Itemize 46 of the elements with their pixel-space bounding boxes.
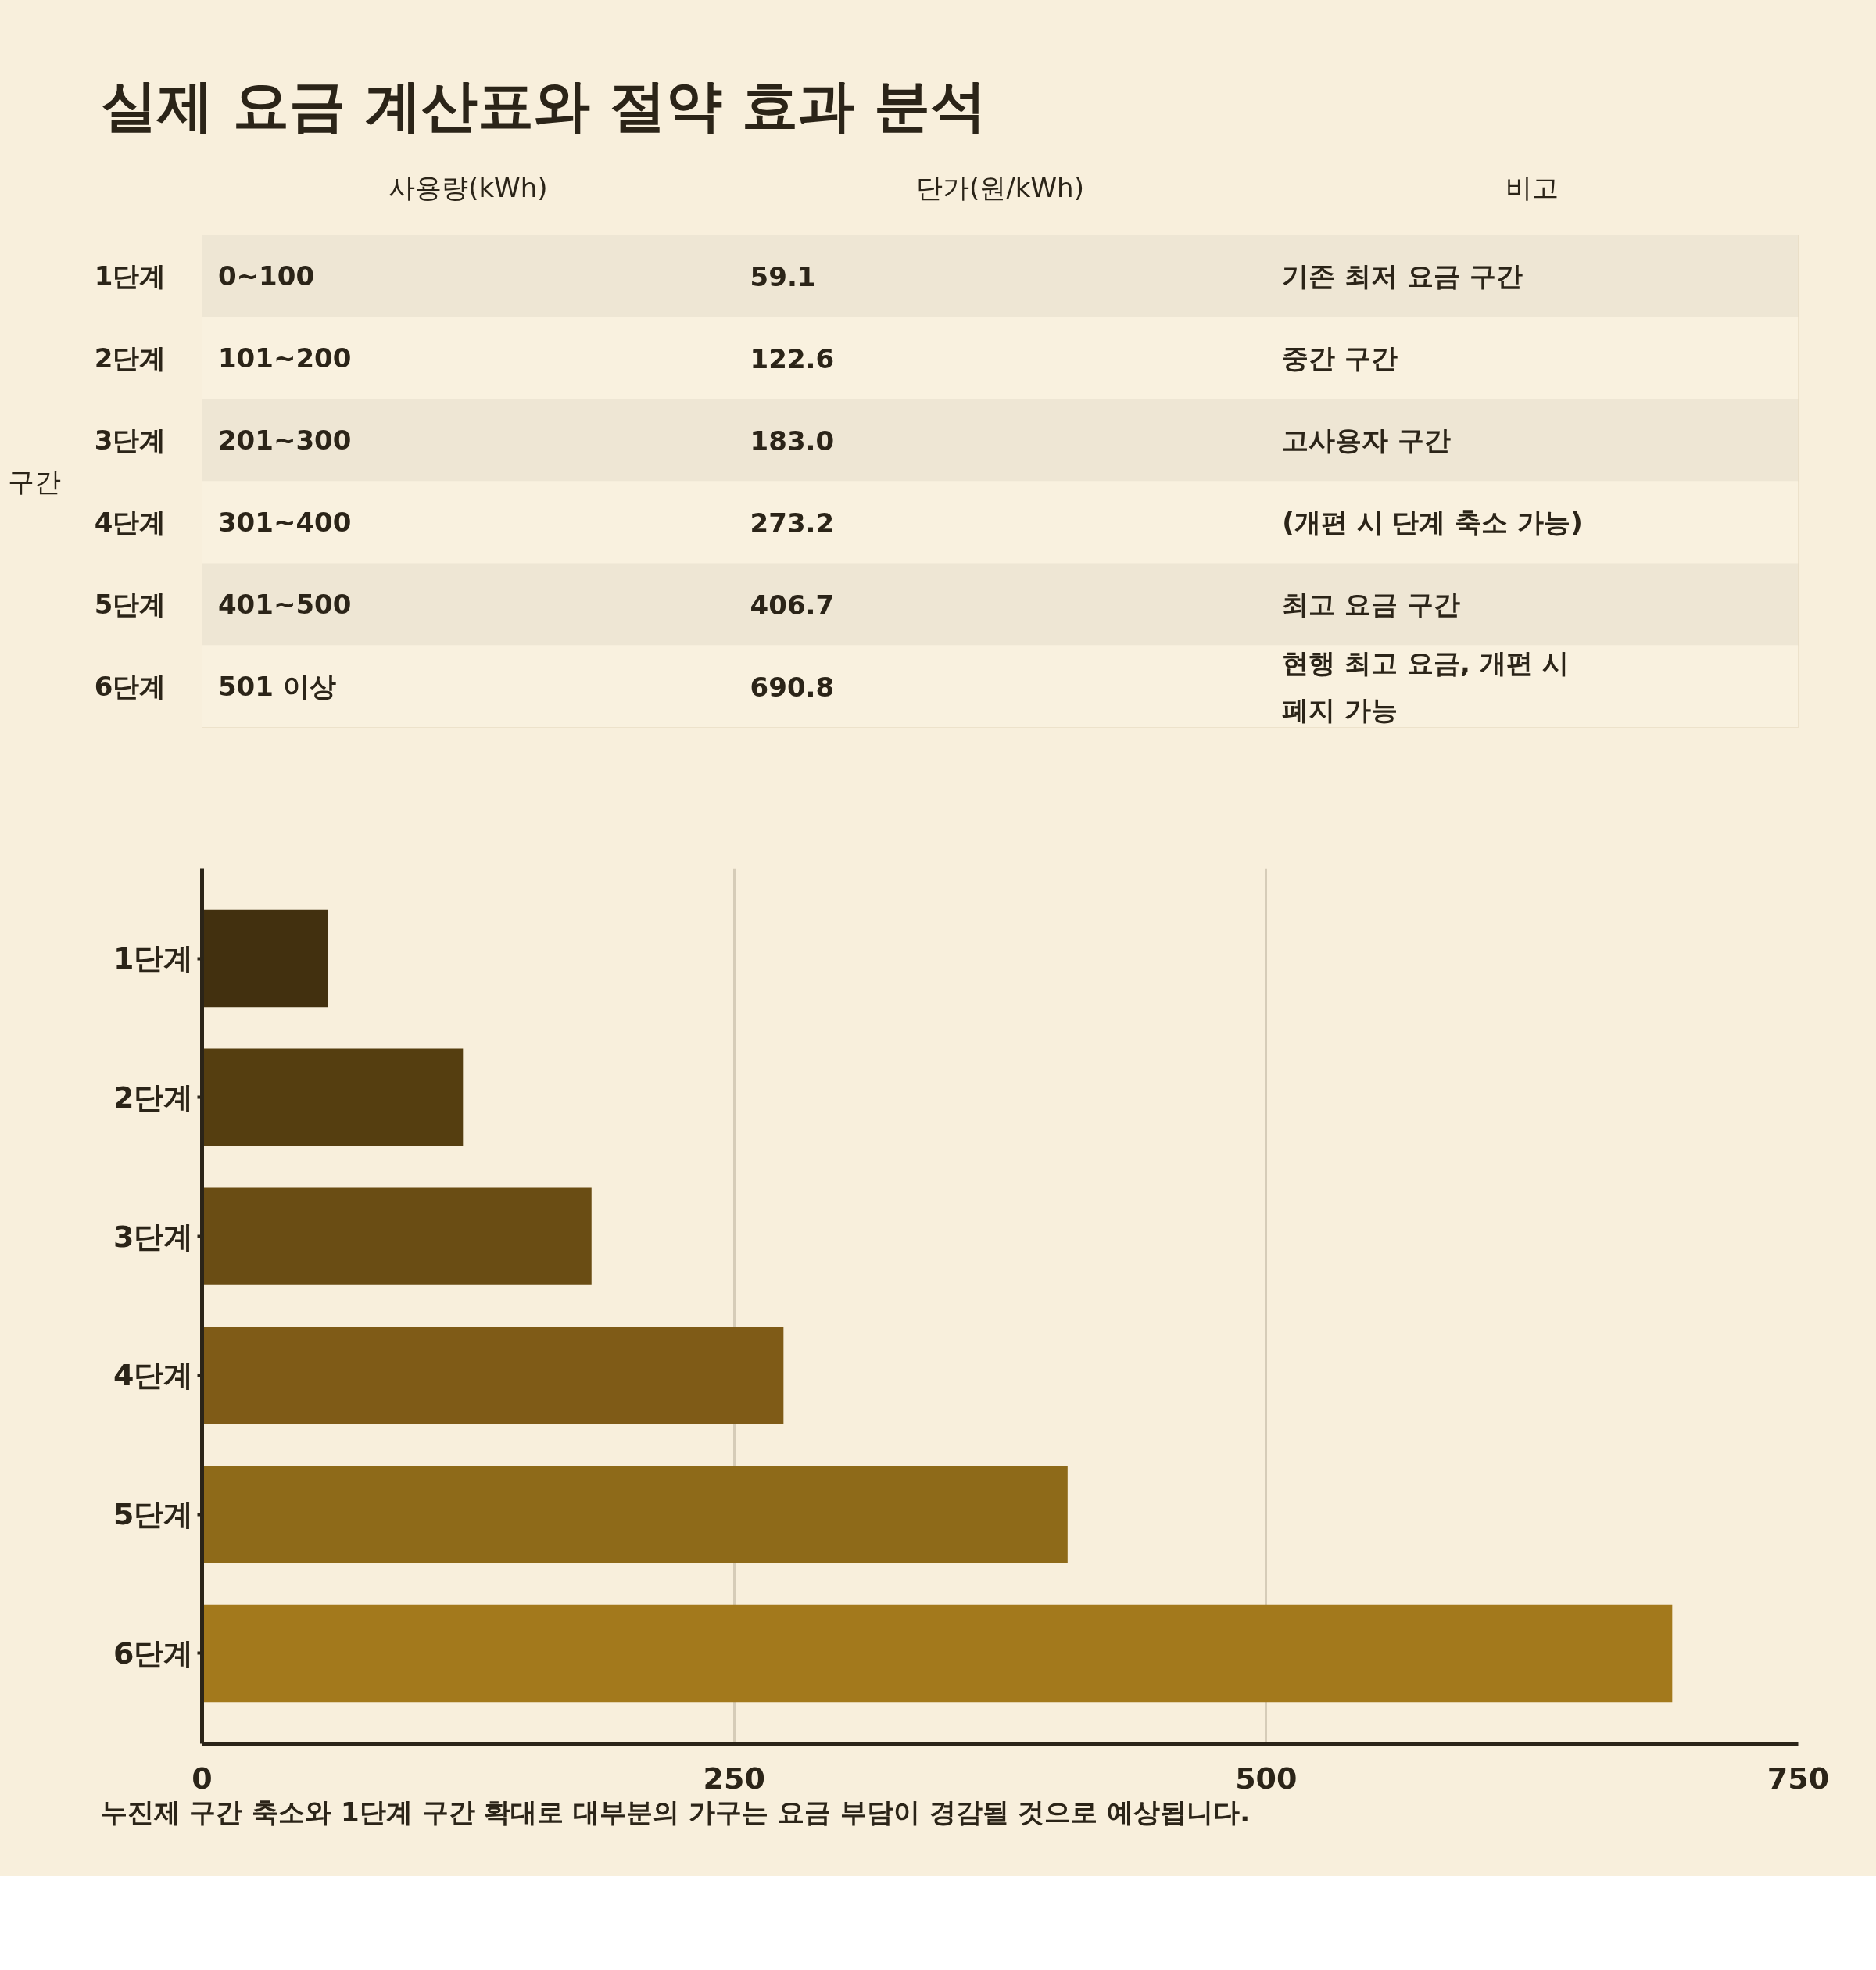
bar bbox=[202, 1327, 784, 1424]
text: 273.2 bbox=[750, 507, 835, 539]
text: 401~500 bbox=[217, 589, 352, 620]
text: 현행 최고 요금, 개편 시 폐지 가능 bbox=[1282, 647, 1569, 725]
y-tick-label: 1단계 bbox=[113, 941, 194, 976]
text: 301~400 bbox=[217, 507, 352, 538]
text: 누진제 구간 축소와 1단계 구간 확대로 대부분의 가구는 요금 부담이 경감될 것으로 예상됩니다. bbox=[100, 1796, 1251, 1828]
text: 59.1 bbox=[750, 260, 816, 292]
bar bbox=[202, 1048, 464, 1147]
text: 중간 구간 bbox=[1282, 342, 1398, 374]
x-tick-label: 비고 bbox=[1505, 171, 1559, 203]
x-tick-label: 750 bbox=[1767, 1760, 1830, 1796]
x-tick-label: 0 bbox=[192, 1760, 213, 1796]
chart-title: 실제 요금 계산표와 절약 효과 분석 bbox=[100, 72, 986, 138]
y-tick-label: 2단계 bbox=[94, 342, 166, 374]
text: 201~300 bbox=[217, 424, 352, 456]
x-tick-label: 500 bbox=[1235, 1760, 1298, 1796]
bar bbox=[202, 1187, 592, 1285]
x-tick-label: 사용량(kWh) bbox=[388, 171, 548, 203]
text: 기존 최저 요금 구간 bbox=[1282, 260, 1523, 292]
text: 122.6 bbox=[750, 342, 835, 374]
y-tick-label: 4단계 bbox=[113, 1358, 194, 1393]
text: 183.0 bbox=[750, 424, 835, 457]
bar bbox=[202, 1465, 1068, 1563]
y-tick-label: 1단계 bbox=[94, 260, 166, 292]
text: 0~100 bbox=[217, 260, 315, 292]
y-axis-title: 구간 bbox=[7, 465, 61, 497]
text: 501 이상 bbox=[217, 671, 336, 702]
text: (개편 시 단계 축소 가능) bbox=[1282, 507, 1583, 538]
y-tick-label: 3단계 bbox=[94, 424, 166, 456]
y-tick-label: 3단계 bbox=[113, 1219, 194, 1254]
y-tick-label: 2단계 bbox=[113, 1080, 194, 1115]
text: 고사용자 구간 bbox=[1282, 424, 1452, 456]
text: 406.7 bbox=[750, 589, 835, 621]
text: 최고 요금 구간 bbox=[1282, 589, 1460, 620]
bar bbox=[202, 1604, 1673, 1703]
y-tick-label: 6단계 bbox=[94, 671, 166, 702]
text: 690.8 bbox=[750, 671, 835, 703]
y-tick-label: 4단계 bbox=[94, 507, 166, 538]
text: 101~200 bbox=[217, 342, 352, 374]
x-tick-label: 250 bbox=[703, 1760, 765, 1796]
bar bbox=[202, 909, 328, 1008]
y-tick-label: 5단계 bbox=[113, 1497, 194, 1532]
y-tick-label: 5단계 bbox=[94, 589, 166, 620]
x-tick-label: 단가(원/kWh) bbox=[916, 171, 1084, 203]
y-tick-label: 6단계 bbox=[113, 1635, 194, 1671]
